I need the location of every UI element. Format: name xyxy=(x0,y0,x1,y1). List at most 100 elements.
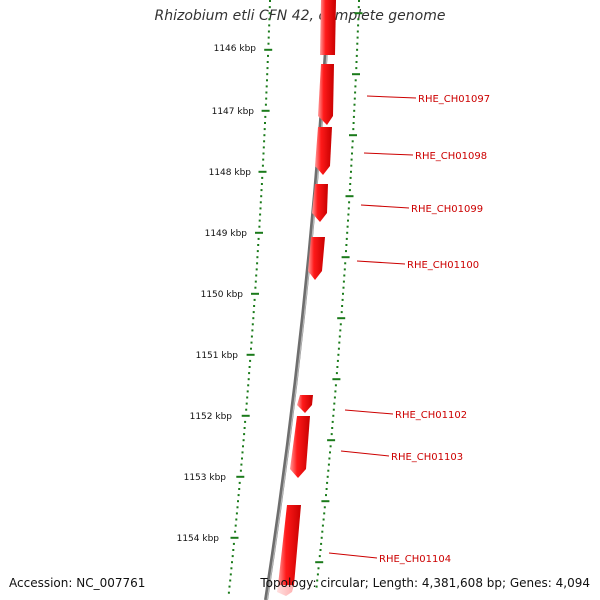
minor-tick xyxy=(258,219,261,222)
gene-label-rhe-ch01104[interactable]: RHE_CH01104 xyxy=(379,554,451,565)
minor-tick xyxy=(259,201,262,204)
minor-tick xyxy=(266,61,269,63)
gene-label-rhe-ch01103[interactable]: RHE_CH01103 xyxy=(391,452,463,463)
minor-tick xyxy=(265,97,268,100)
topology-summary: Topology: circular; Length: 4,381,608 bp… xyxy=(260,576,590,590)
minor-tick xyxy=(335,372,338,375)
major-tick xyxy=(230,536,239,539)
minor-tick xyxy=(237,494,240,497)
minor-tick xyxy=(263,128,266,131)
minor-tick xyxy=(251,329,254,332)
minor-tick xyxy=(327,469,330,472)
minor-tick xyxy=(268,6,271,9)
minor-tick xyxy=(249,359,252,362)
gene-label-rhe-ch01098[interactable]: RHE_CH01098 xyxy=(415,151,487,162)
minor-tick xyxy=(259,213,262,216)
minor-tick xyxy=(254,286,257,289)
minor-tick xyxy=(250,347,252,350)
gene-label-rhe-ch01097[interactable]: RHE_CH01097 xyxy=(418,94,490,105)
minor-tick xyxy=(246,390,249,393)
gene-label-rhe-ch01102[interactable]: RHE_CH01102 xyxy=(395,410,467,421)
minor-tick xyxy=(325,494,327,497)
minor-tick xyxy=(326,475,329,478)
minor-tick xyxy=(267,42,270,45)
minor-tick xyxy=(339,329,342,332)
minor-tick xyxy=(352,122,355,124)
minor-tick xyxy=(260,195,263,198)
minor-tick xyxy=(325,488,328,490)
minor-tick xyxy=(350,158,353,161)
minor-tick xyxy=(333,402,336,405)
gene-label-rhe-ch01099[interactable]: RHE_CH01099 xyxy=(411,204,483,215)
minor-tick xyxy=(234,530,237,533)
minor-tick xyxy=(357,6,360,9)
minor-tick xyxy=(238,488,241,490)
kbp-label-1147: 1147 kbp xyxy=(212,107,255,117)
major-tick xyxy=(332,378,341,381)
minor-tick xyxy=(239,469,242,472)
minor-tick xyxy=(328,457,331,460)
minor-tick xyxy=(268,24,271,27)
minor-tick xyxy=(267,36,270,39)
minor-tick xyxy=(251,323,254,326)
minor-tick xyxy=(254,280,257,283)
minor-tick xyxy=(338,341,341,344)
minor-tick xyxy=(268,18,271,21)
minor-tick xyxy=(255,268,258,271)
minor-tick xyxy=(353,97,356,100)
minor-tick xyxy=(356,42,359,45)
minor-tick xyxy=(242,445,244,448)
minor-tick xyxy=(339,323,342,326)
gene-label-rhe-ch01100[interactable]: RHE_CH01100 xyxy=(407,260,479,271)
gene-arrow-fade xyxy=(277,585,294,596)
minor-tick xyxy=(337,353,340,356)
minor-tick xyxy=(354,79,357,82)
minor-tick xyxy=(235,518,238,521)
minor-tick xyxy=(262,158,265,161)
minor-tick xyxy=(350,170,352,173)
major-tick xyxy=(258,170,267,173)
minor-tick xyxy=(265,91,268,94)
minor-tick xyxy=(262,146,265,149)
minor-tick xyxy=(267,54,269,57)
minor-tick xyxy=(229,579,232,582)
minor-tick xyxy=(259,207,262,210)
minor-tick xyxy=(268,12,271,15)
minor-tick xyxy=(345,237,348,240)
minor-tick xyxy=(334,384,337,387)
minor-tick xyxy=(320,542,323,545)
minor-tick xyxy=(229,573,232,576)
minor-tick xyxy=(332,408,335,411)
minor-tick xyxy=(323,512,326,515)
minor-tick xyxy=(341,305,344,307)
minor-tick xyxy=(316,579,319,582)
major-tick xyxy=(341,256,350,259)
minor-tick xyxy=(351,146,354,149)
minor-tick xyxy=(266,79,268,82)
kbp-label-1151: 1151 kbp xyxy=(196,351,239,361)
minor-tick xyxy=(344,262,347,265)
minor-tick xyxy=(261,176,264,179)
gene-arrow-rhe-ch01103 xyxy=(290,416,310,478)
gene-leader-lines xyxy=(328,95,417,559)
gene-arrow-rhe-ch01098 xyxy=(315,127,332,175)
minor-tick xyxy=(234,524,237,527)
minor-tick xyxy=(358,0,360,2)
minor-tick xyxy=(343,268,346,271)
minor-tick xyxy=(241,451,244,454)
gene-arrow xyxy=(320,0,336,55)
kbp-label-1154: 1154 kbp xyxy=(177,534,220,544)
minor-tick xyxy=(356,48,359,51)
major-tick xyxy=(345,195,354,198)
minor-tick xyxy=(232,542,235,545)
minor-tick xyxy=(265,85,268,88)
minor-tick xyxy=(347,207,350,210)
minor-tick xyxy=(352,128,355,131)
minor-tick xyxy=(258,225,261,228)
major-tick xyxy=(236,475,245,478)
minor-tick xyxy=(346,231,349,234)
minor-tick xyxy=(256,250,259,253)
major-tick xyxy=(349,134,357,137)
minor-tick xyxy=(235,512,238,515)
